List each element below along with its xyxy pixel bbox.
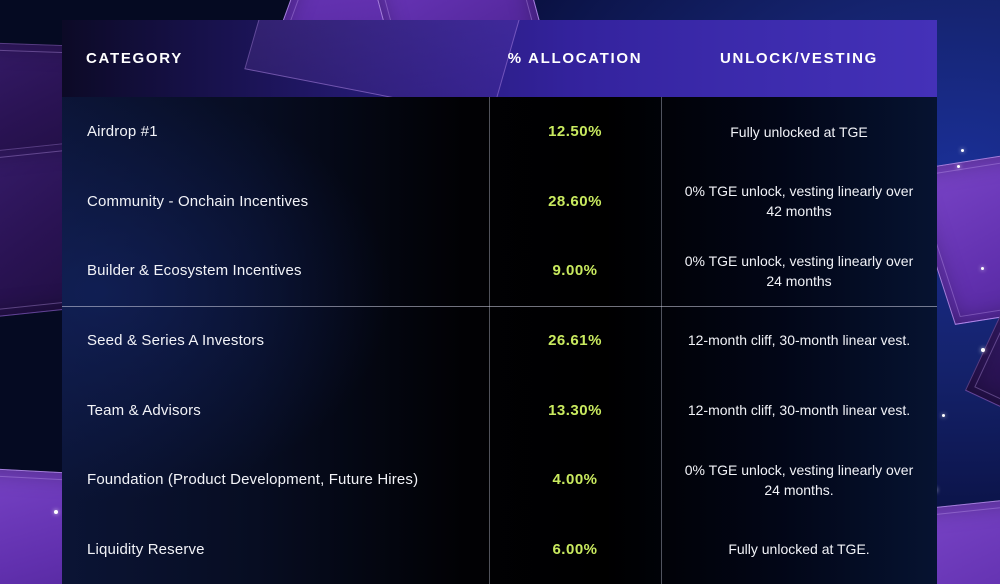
cell-allocation: 4.00% xyxy=(552,471,598,489)
table-row[interactable]: Builder & Ecosystem Incentives 9.00% 0% TG… xyxy=(62,236,937,306)
table-row[interactable]: Team & Advisors 13.30% 12-month cliff, 30-… xyxy=(62,375,937,445)
table-header: CATEGORY % ALLOCATION UNLOCK/VESTING xyxy=(62,20,937,118)
table-row[interactable]: Airdrop #1 12.50% Fully unlocked at TGE xyxy=(62,97,937,167)
cell-category: Builder & Ecosystem Incentives xyxy=(87,262,302,280)
table-header-row: CATEGORY % ALLOCATION UNLOCK/VESTING xyxy=(62,20,937,97)
table-row[interactable]: Foundation (Product Development, Future … xyxy=(62,445,937,515)
column-divider-2 xyxy=(661,97,662,584)
cell-unlock-vesting: 0% TGE unlock, vesting linearly over 24 … xyxy=(684,252,914,289)
cell-category: Seed & Series A Investors xyxy=(87,331,265,349)
cell-allocation: 12.50% xyxy=(548,123,602,141)
decorative-dot xyxy=(956,164,960,168)
decorative-dot xyxy=(980,266,984,270)
table-row[interactable]: Seed & Series A Investors 26.61% 12-month … xyxy=(62,306,937,376)
cell-allocation: 26.61% xyxy=(548,331,602,349)
cell-category: Airdrop #1 xyxy=(87,123,158,141)
column-header-unlock: UNLOCK/VESTING xyxy=(720,50,878,67)
column-header-category: CATEGORY xyxy=(86,50,183,67)
cell-unlock-vesting: 12-month cliff, 30-month linear vest. xyxy=(687,402,911,419)
tokenomics-table: CATEGORY % ALLOCATION UNLOCK/VESTING Air… xyxy=(62,20,937,584)
table-row[interactable]: Community - Onchain Incentives 28.60% 0% T… xyxy=(62,167,937,237)
cell-unlock-vesting: 0% TGE unlock, vesting linearly over 42 … xyxy=(684,183,914,220)
cell-unlock-vesting: Fully unlocked at TGE xyxy=(730,123,868,140)
column-divider-1 xyxy=(489,97,490,584)
decorative-dot xyxy=(960,148,964,152)
cell-allocation: 9.00% xyxy=(552,262,598,280)
cell-allocation: 28.60% xyxy=(548,192,602,210)
cell-category: Liquidity Reserve xyxy=(87,540,205,558)
cell-unlock-vesting: 0% TGE unlock, vesting linearly over 24 … xyxy=(684,461,914,498)
cell-category: Team & Advisors xyxy=(87,401,201,419)
cell-unlock-vesting: Fully unlocked at TGE. xyxy=(728,541,870,558)
column-header-allocation: % ALLOCATION xyxy=(507,50,643,67)
decorative-dot xyxy=(981,348,985,352)
table-row[interactable]: Liquidity Reserve 6.00% Fully unlocked at … xyxy=(62,514,937,584)
decorative-dot xyxy=(941,413,945,417)
cell-unlock-vesting: 12-month cliff, 30-month linear vest. xyxy=(687,332,911,349)
cell-allocation: 6.00% xyxy=(552,540,598,558)
section-divider xyxy=(62,305,937,307)
decorative-dot xyxy=(54,510,58,514)
cell-category: Foundation (Product Development, Future … xyxy=(87,471,419,489)
cell-allocation: 13.30% xyxy=(548,401,602,419)
table-rows: Airdrop #1 12.50% Fully unlocked at TGE Com… xyxy=(62,97,937,584)
cell-category: Community - Onchain Incentives xyxy=(87,192,309,210)
table-body: Airdrop #1 12.50% Fully unlocked at TGE Com… xyxy=(62,97,937,584)
